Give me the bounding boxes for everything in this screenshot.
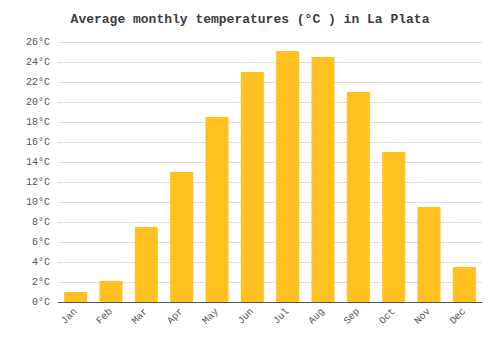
svg-text:4°C: 4°C: [32, 257, 50, 268]
svg-text:Jul: Jul: [271, 306, 291, 326]
svg-text:Nov: Nov: [412, 306, 432, 326]
svg-text:2°C: 2°C: [32, 277, 50, 288]
svg-text:Apr: Apr: [165, 306, 185, 326]
svg-text:6°C: 6°C: [32, 237, 50, 248]
svg-text:16°C: 16°C: [26, 137, 50, 148]
svg-text:12°C: 12°C: [26, 177, 50, 188]
svg-text:8°C: 8°C: [32, 217, 50, 228]
svg-text:18°C: 18°C: [26, 117, 50, 128]
svg-text:22°C: 22°C: [26, 77, 50, 88]
svg-text:Jan: Jan: [59, 306, 79, 326]
svg-text:Dec: Dec: [448, 306, 468, 326]
svg-text:May: May: [200, 306, 220, 326]
svg-text:Jun: Jun: [236, 306, 256, 326]
svg-text:Average monthly temperatures (: Average monthly temperatures (°C ) in La…: [71, 12, 430, 27]
svg-text:Mar: Mar: [130, 306, 150, 326]
svg-text:10°C: 10°C: [26, 197, 50, 208]
svg-text:0°C: 0°C: [32, 297, 50, 308]
svg-text:Sep: Sep: [342, 306, 362, 326]
svg-text:Oct: Oct: [377, 306, 397, 326]
svg-text:14°C: 14°C: [26, 157, 50, 168]
svg-text:24°C: 24°C: [26, 57, 50, 68]
svg-text:20°C: 20°C: [26, 97, 50, 108]
svg-text:Feb: Feb: [94, 306, 114, 326]
svg-text:26°C: 26°C: [26, 37, 50, 48]
svg-text:Aug: Aug: [306, 306, 326, 326]
